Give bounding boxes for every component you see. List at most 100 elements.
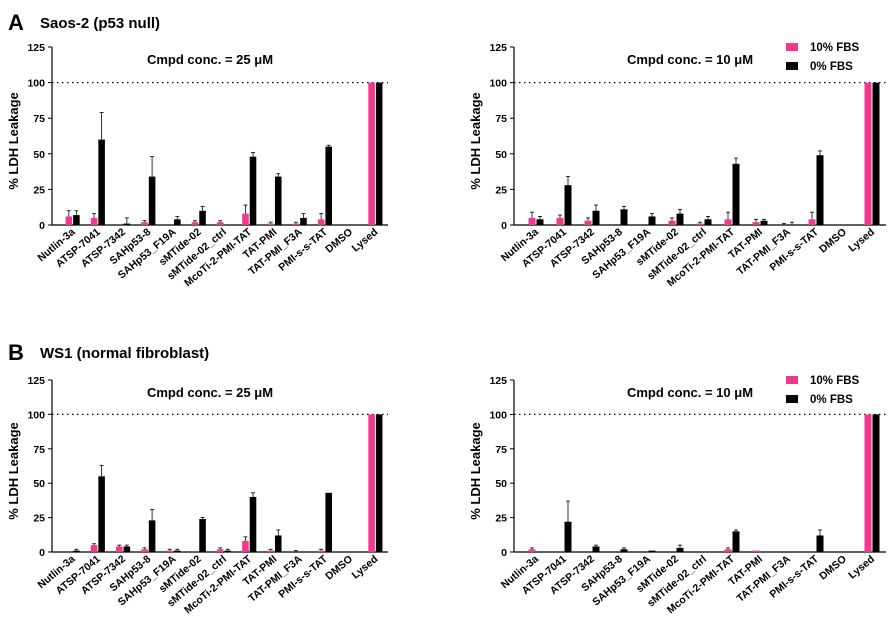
bar-fbs0	[123, 546, 131, 552]
bar-fbs0	[224, 550, 232, 552]
section-b-letter: B	[8, 340, 24, 365]
bar-fbs0	[375, 414, 383, 552]
bar-fbs0	[274, 176, 282, 225]
bar-fbs10	[166, 550, 174, 552]
bar-fbs10	[317, 219, 325, 225]
x-category-label: DMSO	[817, 553, 849, 582]
bar-fbs0	[676, 547, 684, 552]
x-category-label: Lysed	[846, 553, 877, 581]
y-axis-label: % LDH Leakage	[6, 422, 21, 520]
bar-fbs10	[752, 222, 760, 225]
legend-label: 0% FBS	[810, 61, 853, 73]
bar-fbs0	[199, 210, 206, 225]
chart-panel-1: 0 25 50 75 100 125 % LDH Leakage Cmpd conc. = 2…	[6, 42, 388, 289]
bar-fbs0	[732, 531, 740, 552]
chart-title: Cmpd conc. = 10 μM	[627, 52, 753, 67]
chart-title: Cmpd conc. = 10 μM	[627, 385, 753, 400]
y-axis-label: % LDH Leakage	[468, 422, 483, 520]
y-tick-label: 75	[33, 113, 45, 125]
y-tick-label: 50	[33, 478, 45, 490]
y-tick-label: 100	[489, 409, 507, 421]
bar-fbs0	[620, 549, 628, 552]
legend-swatch-fbs0	[786, 395, 798, 403]
bar-fbs10	[752, 550, 760, 552]
chart-panel-2: 0 25 50 75 100 125 % LDH Leakage Cmpd conc. = 1…	[468, 42, 886, 289]
bar-fbs0	[73, 215, 80, 225]
bar-fbs0	[174, 550, 181, 552]
y-tick-label: 100	[27, 78, 45, 90]
legend-swatch-fbs10	[786, 43, 798, 51]
y-tick-label: 125	[489, 375, 507, 387]
x-category-label: Lysed	[350, 226, 381, 254]
y-tick-label: 75	[33, 444, 45, 456]
y-tick-label: 25	[495, 184, 507, 196]
bar-fbs10	[116, 546, 123, 552]
bar-fbs10	[267, 550, 274, 552]
bar-fbs0	[98, 139, 105, 225]
y-tick-label: 25	[33, 513, 45, 525]
bar-fbs0	[704, 219, 712, 225]
bar-fbs0	[648, 216, 656, 225]
y-tick-label: 50	[33, 149, 45, 161]
bar-fbs10	[267, 223, 274, 225]
bar-fbs10	[556, 217, 564, 225]
bar-fbs10	[724, 549, 732, 552]
bar-fbs0	[123, 223, 131, 225]
bar-fbs0	[564, 185, 572, 225]
bar-fbs10	[864, 414, 872, 552]
bar-fbs10	[65, 216, 73, 225]
bar-fbs10	[528, 549, 536, 552]
bar-fbs0	[375, 82, 383, 225]
bar-fbs10	[90, 217, 98, 225]
bar-fbs0	[648, 550, 656, 552]
x-category-label: DMSO	[323, 226, 355, 255]
y-tick-label: 100	[27, 409, 45, 421]
bar-fbs10	[317, 550, 325, 552]
y-tick-label: 0	[39, 220, 45, 232]
bar-fbs0	[592, 546, 600, 552]
bar-fbs0	[816, 155, 824, 225]
bar-fbs10	[216, 222, 224, 225]
bar-fbs10	[584, 220, 592, 225]
y-tick-label: 75	[495, 444, 507, 456]
y-tick-label: 125	[489, 42, 507, 54]
bar-fbs0	[73, 550, 80, 552]
bar-fbs0	[300, 217, 307, 225]
bar-fbs10	[864, 82, 872, 225]
bar-fbs0	[148, 176, 156, 225]
y-tick-label: 50	[495, 149, 507, 161]
bar-fbs10	[216, 549, 224, 552]
y-tick-label: 25	[495, 513, 507, 525]
bar-fbs10	[90, 545, 98, 552]
y-tick-label: 0	[501, 547, 507, 559]
legend-swatch-fbs0	[786, 62, 798, 70]
bar-fbs10	[696, 223, 704, 225]
section-a-letter: A	[8, 10, 24, 35]
bar-fbs0	[676, 213, 684, 225]
bar-fbs10	[292, 223, 300, 225]
bar-fbs0	[620, 209, 628, 225]
y-tick-label: 0	[39, 547, 45, 559]
chart-title: Cmpd conc. = 25 μM	[147, 52, 273, 67]
legend-label: 10% FBS	[810, 42, 860, 54]
bar-fbs10	[141, 222, 148, 225]
bar-fbs10	[242, 213, 249, 225]
bar-fbs0	[249, 496, 257, 552]
bar-fbs0	[274, 535, 282, 552]
section-a-title: Saos-2 (p53 null)	[40, 15, 160, 32]
bar-fbs10	[368, 414, 375, 552]
y-tick-label: 125	[27, 42, 45, 54]
bar-fbs0	[249, 156, 257, 225]
y-axis-label: % LDH Leakage	[468, 92, 483, 190]
x-category-label: Lysed	[846, 226, 877, 254]
bar-fbs10	[668, 220, 676, 225]
x-category-label: DMSO	[323, 553, 355, 582]
bar-fbs10	[368, 82, 375, 225]
chart-panel-3: 0 25 50 75 100 125 % LDH Leakage Cmpd conc. = 2…	[6, 375, 388, 616]
bar-fbs10	[528, 217, 536, 225]
chart-panel-4: 0 25 50 75 100 125 % LDH Leakage Cmpd conc. = 1…	[468, 375, 886, 616]
y-tick-label: 75	[495, 113, 507, 125]
bar-fbs0	[325, 146, 332, 225]
bar-fbs0	[199, 518, 206, 552]
